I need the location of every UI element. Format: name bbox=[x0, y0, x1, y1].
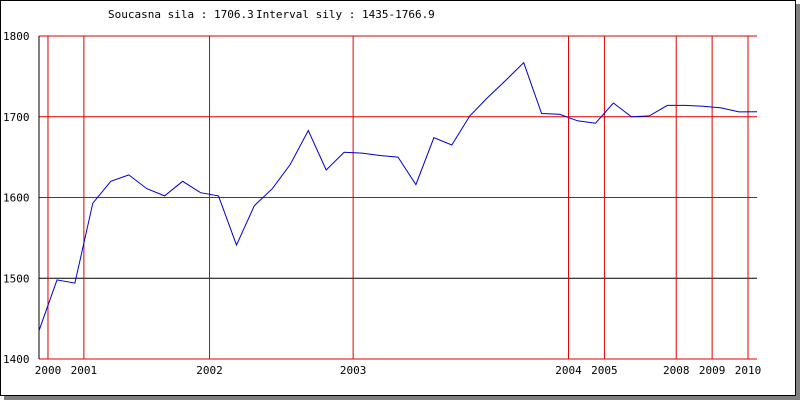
y-tick-label-1400: 1400 bbox=[3, 353, 30, 366]
line-chart: Soucasna sila : 1706.3 Interval sily : 1… bbox=[3, 8, 762, 377]
current-strength-label: Soucasna sila : 1706.3 bbox=[108, 8, 254, 21]
x-tick-label-2004: 2004 bbox=[555, 364, 582, 377]
y-tick-label-1600: 1600 bbox=[3, 192, 30, 205]
x-tick-label-2009: 2009 bbox=[699, 364, 726, 377]
series bbox=[38, 61, 758, 331]
y-axis-ticks: 1400 1500 1600 1700 1800 bbox=[3, 30, 30, 366]
x-tick-label-2000: 2000 bbox=[35, 364, 62, 377]
x-tick-label-2010: 2010 bbox=[735, 364, 762, 377]
grid bbox=[38, 35, 757, 360]
y-tick-label-1800: 1800 bbox=[3, 30, 30, 43]
series-line-0 bbox=[38, 61, 758, 331]
x-tick-label-2002: 2002 bbox=[196, 364, 223, 377]
y-tick-label-1700: 1700 bbox=[3, 111, 30, 124]
x-tick-label-2003: 2003 bbox=[340, 364, 367, 377]
x-axis-ticks: 2000 2001 2002 2003 2004 2005 2008 2009 2010 bbox=[35, 364, 762, 377]
x-tick-label-2008: 2008 bbox=[663, 364, 690, 377]
strength-interval-label: Interval sily : 1435-1766.9 bbox=[256, 8, 435, 21]
x-tick-label-2001: 2001 bbox=[71, 364, 98, 377]
x-tick-label-2005: 2005 bbox=[591, 364, 618, 377]
y-tick-label-1500: 1500 bbox=[3, 272, 30, 285]
